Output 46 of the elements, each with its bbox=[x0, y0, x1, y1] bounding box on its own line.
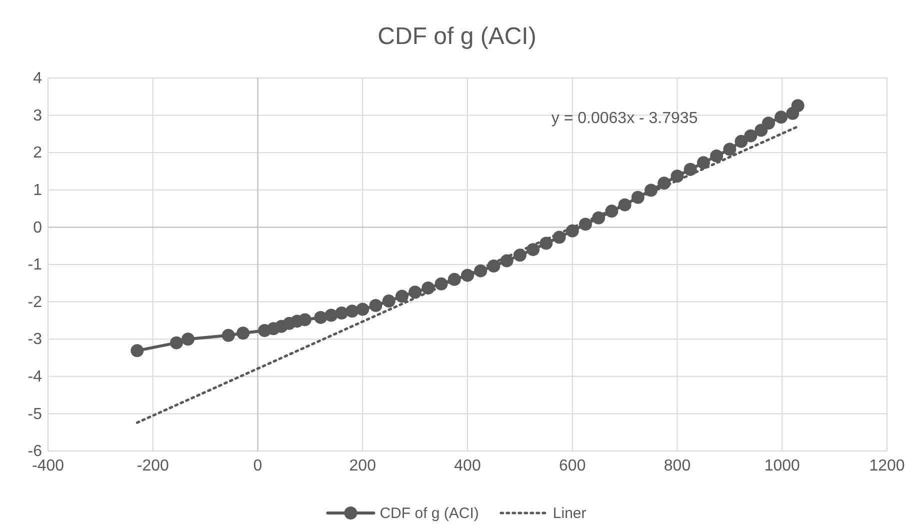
x-tick-label: 400 bbox=[454, 457, 481, 474]
y-tick-label: -2 bbox=[28, 294, 42, 311]
point bbox=[298, 313, 312, 326]
x-tick-label: 200 bbox=[349, 457, 376, 474]
point bbox=[314, 310, 328, 324]
point bbox=[130, 344, 144, 358]
point bbox=[395, 290, 408, 303]
point bbox=[324, 308, 338, 322]
point bbox=[734, 134, 748, 148]
y-tick-label: -4 bbox=[28, 368, 42, 386]
point bbox=[182, 332, 195, 346]
x-tick-label: 800 bbox=[664, 457, 691, 474]
point bbox=[236, 326, 250, 340]
point bbox=[710, 149, 724, 162]
point bbox=[170, 336, 183, 350]
point bbox=[356, 302, 370, 316]
legend-label: Liner bbox=[552, 505, 586, 522]
point bbox=[369, 299, 382, 312]
annotation: y = 0.0063x - 3.7935 bbox=[551, 110, 698, 127]
point bbox=[696, 156, 710, 170]
x-tick-label: 1000 bbox=[764, 457, 800, 474]
y-tick-label: 4 bbox=[33, 70, 42, 88]
point bbox=[335, 306, 348, 320]
x-tick-label: -200 bbox=[136, 457, 169, 474]
point bbox=[346, 304, 359, 318]
y-tick-label: 3 bbox=[33, 107, 42, 124]
y-tick-label: 0 bbox=[33, 219, 42, 236]
point bbox=[408, 286, 422, 299]
y-tick-label: -5 bbox=[28, 406, 42, 423]
x-tick-label: 0 bbox=[253, 457, 262, 474]
y-tick-label: 1 bbox=[33, 182, 42, 200]
point bbox=[744, 129, 758, 142]
point bbox=[684, 162, 697, 176]
x-tick-label: 600 bbox=[559, 457, 586, 474]
point bbox=[382, 294, 396, 308]
point bbox=[762, 116, 775, 130]
point bbox=[791, 99, 804, 112]
point bbox=[723, 142, 736, 156]
legend-label: CDF of g (ACI) bbox=[380, 505, 479, 522]
point bbox=[774, 110, 788, 124]
x-tick-label: 1200 bbox=[869, 457, 905, 474]
point bbox=[222, 328, 235, 342]
chart-title: CDF of g (ACI) bbox=[378, 23, 536, 50]
y-tick-label: -1 bbox=[28, 256, 42, 274]
y-tick-label: 2 bbox=[33, 144, 42, 162]
y-tick-label: -3 bbox=[28, 331, 42, 348]
